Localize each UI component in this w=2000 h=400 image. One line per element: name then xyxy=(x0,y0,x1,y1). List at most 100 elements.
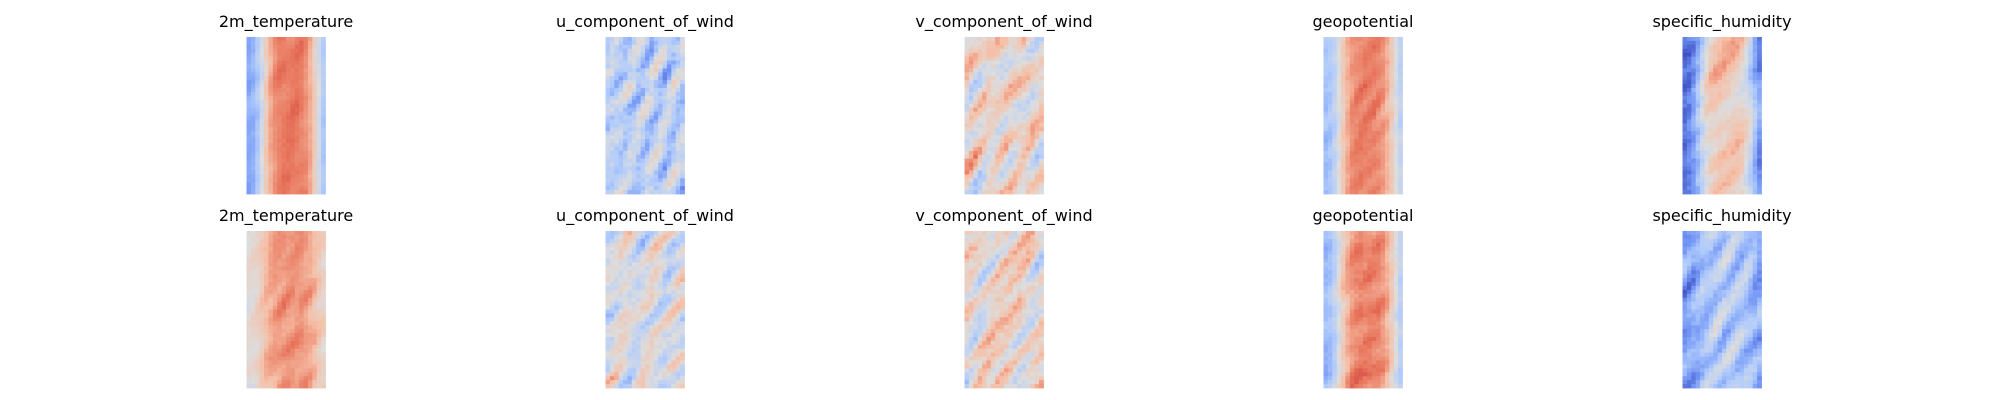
heatmap-cell xyxy=(618,44,624,50)
heatmap-cell xyxy=(653,48,659,54)
heatmap-cell xyxy=(649,182,655,187)
heatmap-cell xyxy=(1376,80,1381,85)
heatmap-cell xyxy=(609,170,615,175)
heatmap-cell xyxy=(614,234,620,240)
heatmap-cell xyxy=(268,150,274,156)
heatmap-cell xyxy=(1376,174,1381,179)
heatmap-cell xyxy=(250,313,256,318)
heatmap-cell xyxy=(1025,76,1031,81)
heatmap-cell xyxy=(614,282,620,287)
heatmap-cell xyxy=(631,107,637,112)
heatmap-cell xyxy=(303,282,309,287)
heatmap-cell xyxy=(1367,52,1373,58)
heatmap-cell xyxy=(605,285,611,291)
heatmap-cell xyxy=(272,266,278,271)
heatmap-cell xyxy=(1332,44,1338,50)
heatmap-cell xyxy=(272,127,278,132)
heatmap-cell xyxy=(1004,190,1009,195)
heatmap-cell xyxy=(1004,107,1009,112)
heatmap-cell xyxy=(246,344,252,350)
heatmap-cell xyxy=(303,262,309,267)
heatmap-cell xyxy=(1354,40,1360,46)
heatmap-cell xyxy=(609,37,615,42)
heatmap-cell xyxy=(277,305,283,310)
heatmap-cell xyxy=(290,297,296,303)
heatmap-cell xyxy=(1034,52,1040,58)
heatmap-cell xyxy=(990,135,996,140)
heatmap-cell xyxy=(1341,158,1346,164)
heatmap-cell xyxy=(1739,119,1745,124)
heatmap-cell xyxy=(990,44,996,50)
heatmap-cell xyxy=(281,242,287,248)
heatmap-cell xyxy=(995,68,1001,73)
heatmap-cell xyxy=(1722,142,1727,148)
heatmap-cell xyxy=(1327,68,1333,73)
heatmap-cell xyxy=(666,246,672,252)
heatmap-cell xyxy=(631,258,637,263)
heatmap-cell xyxy=(1730,150,1736,156)
heatmap-cell xyxy=(1376,52,1381,58)
heatmap-cell xyxy=(246,60,252,65)
heatmap-cell xyxy=(250,52,256,58)
heatmap-cell xyxy=(666,146,672,152)
heatmap-cell xyxy=(321,52,326,58)
heatmap-cell xyxy=(1752,68,1758,73)
heatmap-cell xyxy=(294,166,300,171)
heatmap-cell xyxy=(1371,99,1377,105)
heatmap-cell xyxy=(986,60,992,65)
heatmap-cell xyxy=(666,278,672,283)
heatmap-cell xyxy=(973,99,979,105)
heatmap-cell xyxy=(1008,170,1014,175)
heatmap-cell xyxy=(286,56,291,61)
heatmap-cell xyxy=(1398,123,1403,128)
heatmap-cell xyxy=(1332,186,1338,191)
heatmap-cell xyxy=(680,317,685,322)
heatmap-cell xyxy=(1743,131,1749,136)
heatmap-cell xyxy=(312,119,318,124)
heatmap-cell xyxy=(671,238,677,244)
heatmap-cell xyxy=(307,95,313,101)
heatmap-cell xyxy=(1034,150,1040,156)
heatmap-cell xyxy=(264,44,269,50)
heatmap-cell xyxy=(627,88,633,93)
heatmap-cell xyxy=(631,262,637,267)
heatmap-cell xyxy=(1034,186,1040,191)
heatmap-cell xyxy=(294,52,300,58)
heatmap-cell xyxy=(312,238,318,244)
heatmap-cell xyxy=(653,344,659,350)
heatmap-cell xyxy=(303,254,309,259)
heatmap-cell xyxy=(272,174,278,179)
heatmap-cell xyxy=(1752,162,1758,167)
heatmap-cell xyxy=(1695,158,1701,164)
heatmap-cell xyxy=(1021,131,1027,136)
heatmap-cell xyxy=(609,142,615,148)
heatmap-cell xyxy=(1726,91,1732,97)
heatmap-cell xyxy=(645,95,650,101)
heatmap-cell xyxy=(1004,162,1009,167)
heatmap-cell xyxy=(968,37,974,42)
heatmap-cell xyxy=(1345,135,1351,140)
heatmap-cell xyxy=(1380,131,1386,136)
heatmap-cell xyxy=(250,278,256,283)
heatmap-cell xyxy=(982,170,987,175)
heatmap-cell xyxy=(662,305,668,310)
heatmap-cell xyxy=(645,115,650,120)
heatmap-cell xyxy=(307,317,313,322)
heatmap-cell xyxy=(299,72,304,77)
heatmap-cell xyxy=(1704,158,1710,164)
heatmap-cell xyxy=(1393,68,1399,73)
heatmap-cell xyxy=(255,127,261,132)
heatmap-cell xyxy=(1686,139,1692,144)
heatmap-cell xyxy=(995,60,1001,65)
heatmap-cell xyxy=(1323,190,1329,195)
heatmap-cell xyxy=(645,135,650,140)
heatmap-cell xyxy=(316,384,322,389)
heatmap-cell xyxy=(277,119,283,124)
heatmap-cell xyxy=(662,242,668,248)
heatmap-cell xyxy=(658,72,663,77)
heatmap-cell xyxy=(995,142,1001,148)
heatmap-cell xyxy=(281,348,287,354)
heatmap-cell xyxy=(999,103,1005,109)
heatmap-cell xyxy=(618,242,624,248)
heatmap-cell xyxy=(264,64,269,69)
